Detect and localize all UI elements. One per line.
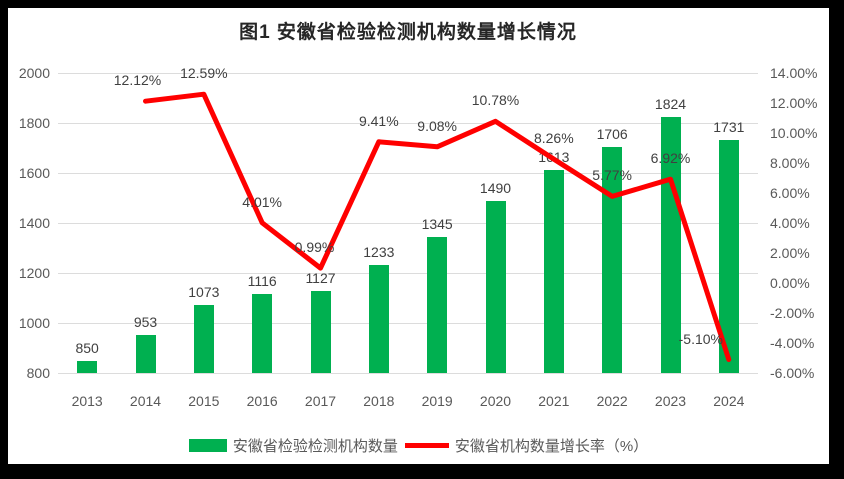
line-value-label-2017: 0.99% bbox=[294, 239, 335, 256]
x-axis-tick-2020: 2020 bbox=[479, 393, 512, 409]
bar-2015 bbox=[193, 304, 214, 373]
y-axis-left-tick: 1800 bbox=[18, 115, 50, 131]
gridline bbox=[58, 322, 758, 324]
line-value-label-2014: 12.12% bbox=[113, 72, 162, 89]
bar-value-label-2015: 1073 bbox=[188, 283, 220, 300]
y-axis-right-tick: 0.00% bbox=[770, 275, 810, 291]
line-value-label-2021: 8.26% bbox=[533, 130, 574, 147]
x-axis-tick-2016: 2016 bbox=[246, 393, 278, 409]
x-axis-tick-2018: 2018 bbox=[363, 393, 395, 409]
bar-value-label-2022: 1706 bbox=[596, 125, 628, 142]
legend-item-growth-rate: 安徽省机构数量增长率（%） bbox=[404, 435, 649, 456]
y-axis-right-tick: 8.00% bbox=[770, 155, 810, 171]
legend-label-institution-count: 安徽省检验检测机构数量 bbox=[232, 437, 398, 455]
line-value-label-2016: 4.01% bbox=[242, 193, 282, 210]
x-axis-tick-2019: 2019 bbox=[421, 393, 453, 409]
line-value-label-2015: 12.59% bbox=[180, 65, 228, 82]
bar-2019 bbox=[427, 236, 448, 373]
y-axis-left-tick: 1400 bbox=[18, 215, 50, 231]
bar-2022 bbox=[602, 146, 623, 373]
gridline bbox=[58, 372, 758, 374]
line-value-label-2022: 5.77% bbox=[592, 167, 632, 184]
y-axis-right-tick: 6.00% bbox=[770, 185, 810, 201]
x-axis-tick-2014: 2014 bbox=[129, 393, 162, 409]
line-series-swatch bbox=[404, 442, 449, 448]
gridline bbox=[58, 72, 758, 74]
bar-value-label-2018: 1233 bbox=[363, 243, 395, 260]
bar-2016 bbox=[252, 294, 273, 373]
bar-value-label-2019: 1345 bbox=[421, 215, 453, 232]
growth-rate-line bbox=[143, 91, 732, 362]
x-axis-tick-2022: 2022 bbox=[596, 393, 628, 409]
line-value-label-2020: 10.78% bbox=[471, 92, 520, 109]
bar-value-label-2016: 1116 bbox=[247, 273, 277, 289]
bar-2014 bbox=[135, 334, 156, 373]
bar-value-label-2017: 1127 bbox=[305, 270, 336, 287]
line-value-label-2019: 9.08% bbox=[417, 117, 457, 134]
x-axis-tick-2023: 2023 bbox=[654, 393, 687, 409]
y-axis-left-tick: 2000 bbox=[18, 65, 50, 81]
bar-value-label-2013: 850 bbox=[75, 339, 99, 356]
y-axis-left-tick: 1200 bbox=[18, 265, 50, 281]
y-axis-right-tick: -2.00% bbox=[770, 305, 815, 321]
y-axis-right-tick: 10.00% bbox=[770, 125, 818, 141]
y-axis-left-tick: 800 bbox=[26, 365, 50, 381]
y-axis-right-tick: 12.00% bbox=[770, 95, 818, 111]
legend-item-institution-count: 安徽省检验检测机构数量 bbox=[188, 435, 398, 456]
line-value-label-2018: 9.41% bbox=[358, 112, 399, 129]
x-axis-tick-2021: 2021 bbox=[538, 393, 570, 409]
line-value-label-2023: 6.92% bbox=[650, 150, 691, 167]
gridline bbox=[58, 272, 758, 274]
legend-label-growth-rate: 安徽省机构数量增长率（%） bbox=[454, 437, 649, 455]
bar-2021 bbox=[543, 169, 564, 373]
line-value-label-2024: -5.10% bbox=[678, 330, 723, 347]
gridline bbox=[58, 222, 758, 224]
bar-value-label-2023: 1824 bbox=[654, 96, 687, 112]
y-axis-right-tick: -6.00% bbox=[770, 365, 815, 381]
x-axis-tick-2013: 2013 bbox=[71, 393, 103, 409]
y-axis-right-tick: -4.00% bbox=[770, 335, 815, 351]
bar-2018 bbox=[368, 264, 389, 373]
bar-series-swatch bbox=[188, 438, 227, 452]
y-axis-right-tick: 4.00% bbox=[770, 215, 810, 231]
bar-value-label-2020: 1490 bbox=[479, 179, 512, 196]
y-axis-right-tick: 2.00% bbox=[770, 245, 810, 261]
chart-title: 图1 安徽省检验检测机构数量增长情况 bbox=[239, 22, 577, 43]
y-axis-right-tick: 14.00% bbox=[770, 65, 818, 81]
x-axis-tick-2015: 2015 bbox=[188, 393, 220, 409]
legend: 安徽省检验检测机构数量 安徽省机构数量增长率（%） bbox=[8, 435, 829, 455]
bar-value-label-2024: 1731 bbox=[713, 119, 745, 136]
bar-2020 bbox=[485, 200, 506, 373]
x-axis-tick-2024: 2024 bbox=[713, 393, 745, 409]
bar-2024 bbox=[718, 140, 739, 373]
gridline bbox=[58, 172, 758, 174]
x-axis-tick-2017: 2017 bbox=[304, 393, 337, 409]
y-axis-left-tick: 1000 bbox=[18, 315, 50, 331]
bar-2013 bbox=[77, 360, 98, 373]
gridline bbox=[58, 122, 758, 124]
chart-canvas: 图1 安徽省检验检测机构数量增长情况 安徽省检验检测机构数量 安徽省机构数量增长… bbox=[8, 8, 829, 464]
y-axis-left-tick: 1600 bbox=[18, 165, 50, 181]
bar-2017 bbox=[310, 291, 331, 373]
bar-value-label-2014: 953 bbox=[133, 313, 158, 330]
